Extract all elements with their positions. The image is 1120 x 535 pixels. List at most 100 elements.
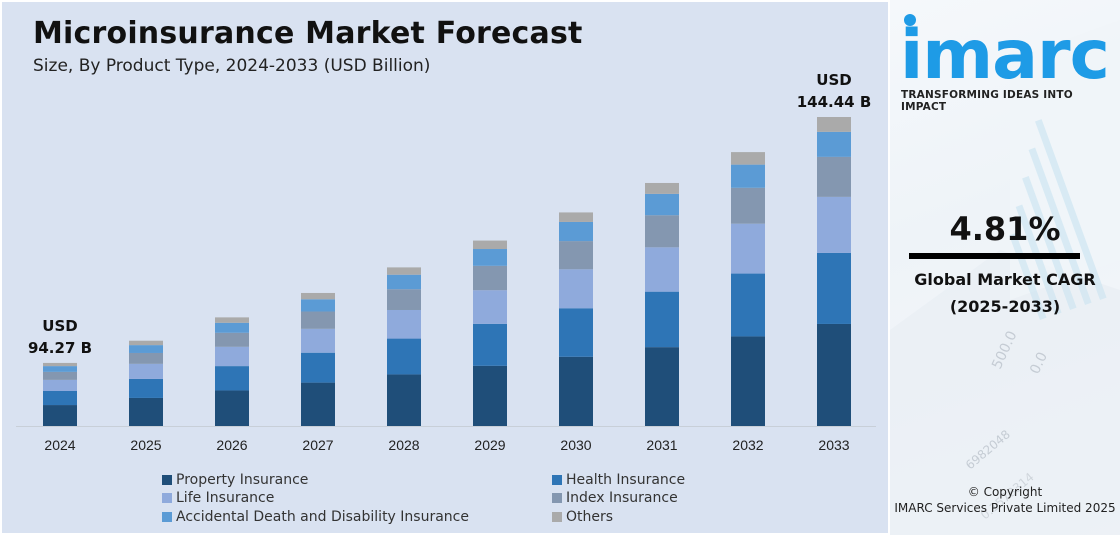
bar-segment-health-insurance-2032 (731, 273, 765, 337)
bar-segment-accidental-death-and-disability-insurance-2030 (559, 221, 593, 242)
total-annotation-currency: USD (42, 317, 77, 335)
bar-segment-property-insurance-2030 (559, 356, 593, 426)
bar-stack-2030 (559, 212, 593, 426)
copyright-notice: © Copyright (967, 485, 1043, 499)
bar-segment-life-insurance-2030 (559, 269, 593, 309)
x-tick-label: 2032 (732, 437, 763, 453)
legend-item: Property Insurance (162, 472, 308, 488)
bar-segment-index-insurance-2030 (559, 241, 593, 270)
bar-segment-property-insurance-2027 (301, 382, 335, 426)
bar-segment-accidental-death-and-disability-insurance-2028 (387, 274, 421, 290)
x-tick-label: 2027 (302, 437, 333, 453)
bar-segment-property-insurance-2025 (129, 397, 163, 426)
bar-segment-property-insurance-2031 (645, 347, 679, 426)
x-tick-label: 2028 (388, 437, 419, 453)
logo-dot-icon (904, 14, 916, 26)
bar-segment-health-insurance-2029 (473, 323, 507, 366)
bar-segment-index-insurance-2031 (645, 215, 679, 248)
bar-segment-others-2033 (817, 117, 851, 132)
legend-label: Property Insurance (176, 472, 309, 488)
bar-segment-index-insurance-2024 (43, 371, 77, 380)
x-tick-label: 2033 (818, 437, 849, 453)
bar-segment-life-insurance-2029 (473, 290, 507, 324)
bar-segment-health-insurance-2028 (387, 338, 421, 375)
bar-segment-property-insurance-2026 (215, 390, 249, 426)
legend-label: Others (566, 509, 614, 525)
legend-label: Accidental Death and Disability Insuranc… (176, 509, 469, 525)
bar-segment-others-2028 (387, 267, 421, 275)
chart-subtitle: Size, By Product Type, 2024-2033 (USD Bi… (33, 56, 431, 76)
bar-segment-health-insurance-2027 (301, 352, 335, 383)
x-tick-label: 2024 (44, 437, 75, 453)
bar-segment-others-2025 (129, 340, 163, 346)
bar-segment-property-insurance-2032 (731, 336, 765, 426)
bar-segment-life-insurance-2031 (645, 247, 679, 292)
bar-segment-health-insurance-2024 (43, 391, 77, 406)
bar-segment-index-insurance-2028 (387, 289, 421, 310)
legend-item: Accidental Death and Disability Insuranc… (162, 509, 469, 525)
bar-segment-others-2027 (301, 292, 335, 300)
bar-segment-others-2031 (645, 182, 679, 194)
cagr-value: 4.81% (949, 210, 1061, 248)
bar-segment-index-insurance-2026 (215, 332, 249, 347)
total-annotation-currency: USD (816, 71, 851, 89)
bar-segment-others-2029 (473, 240, 507, 250)
bar-segment-property-insurance-2024 (43, 405, 77, 426)
bar-segment-index-insurance-2033 (817, 156, 851, 197)
brand-panel: 500.0 0.0 6982048 0.1578314 imarc TRANSF… (890, 0, 1120, 535)
cagr-label: Global Market CAGR (914, 270, 1096, 289)
legend-swatch (552, 475, 562, 485)
legend-item: Index Insurance (552, 490, 678, 506)
legend-item: Health Insurance (552, 472, 685, 488)
bar-segment-life-insurance-2027 (301, 328, 335, 353)
stacked-bar-chart: 2024 USD 94.27 B 2025 2026 2027 2028 2029 2030 20… (16, 71, 876, 453)
bar-segment-index-insurance-2029 (473, 265, 507, 291)
bar-segment-index-insurance-2025 (129, 352, 163, 364)
copyright-company: IMARC Services Private Limited 2025 (894, 501, 1116, 515)
bar-segment-property-insurance-2028 (387, 374, 421, 426)
bar-stack-2024 (43, 362, 77, 426)
bar-stack-2032 (731, 152, 765, 426)
bar-segment-accidental-death-and-disability-insurance-2024 (43, 366, 77, 372)
bar-segment-health-insurance-2033 (817, 252, 851, 324)
x-tick-label: 2026 (216, 437, 247, 453)
total-annotation-value: 144.44 B (797, 93, 872, 111)
bar-segment-accidental-death-and-disability-insurance-2033 (817, 131, 851, 157)
legend-item: Others (552, 509, 613, 525)
bar-segment-others-2032 (731, 152, 765, 165)
bar-segment-index-insurance-2027 (301, 311, 335, 329)
bar-segment-health-insurance-2026 (215, 366, 249, 391)
bar-segment-accidental-death-and-disability-insurance-2032 (731, 164, 765, 188)
bar-segment-accidental-death-and-disability-insurance-2031 (645, 193, 679, 216)
legend-swatch (162, 493, 172, 503)
brand-tagline: TRANSFORMING IDEAS INTO IMPACT (901, 89, 1073, 113)
chart-title: Microinsurance Market Forecast (33, 16, 583, 51)
legend-swatch (552, 512, 562, 522)
bar-segment-health-insurance-2025 (129, 378, 163, 398)
bar-stack-2031 (645, 182, 679, 426)
cagr-divider (909, 253, 1080, 259)
bar-segment-property-insurance-2033 (817, 323, 851, 426)
legend-swatch (552, 493, 562, 503)
bar-stack-2033 (817, 117, 851, 426)
legend-label: Health Insurance (566, 472, 686, 488)
bar-stack-2028 (387, 267, 421, 426)
bar-segment-property-insurance-2029 (473, 365, 507, 426)
bar-segment-accidental-death-and-disability-insurance-2026 (215, 322, 249, 333)
legend-label: Index Insurance (566, 490, 678, 506)
bar-segment-accidental-death-and-disability-insurance-2029 (473, 249, 507, 266)
bar-segment-life-insurance-2026 (215, 346, 249, 367)
x-tick-label: 2031 (646, 437, 677, 453)
imarc-logo: imarc (900, 16, 1110, 95)
x-tick-label: 2029 (474, 437, 505, 453)
bar-segment-life-insurance-2024 (43, 379, 77, 392)
bar-stack-2026 (215, 317, 249, 426)
bar-segment-life-insurance-2032 (731, 223, 765, 274)
legend-swatch (162, 512, 172, 522)
bar-segment-life-insurance-2033 (817, 196, 851, 253)
legend-label: Life Insurance (176, 490, 275, 506)
bar-segment-index-insurance-2032 (731, 187, 765, 224)
bar-segment-accidental-death-and-disability-insurance-2027 (301, 299, 335, 312)
legend-item: Life Insurance (162, 490, 274, 506)
x-tick-label: 2025 (130, 437, 161, 453)
